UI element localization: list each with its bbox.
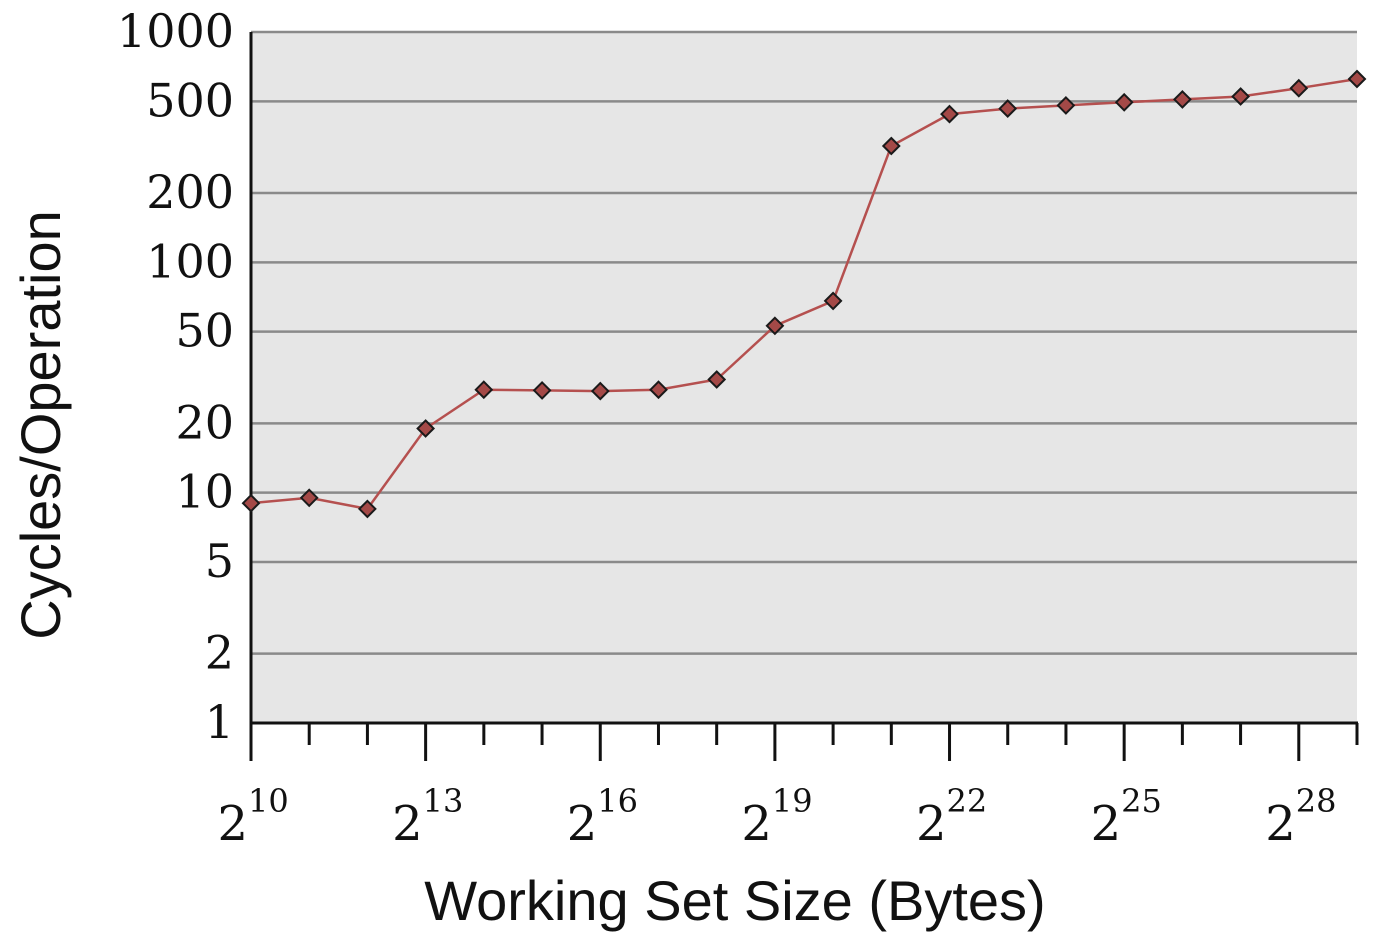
x-tick-exponent: 13 bbox=[423, 782, 464, 820]
data-point-marker bbox=[416, 419, 436, 438]
x-tick-base: 2 bbox=[567, 796, 598, 852]
y-tick-label: 100 bbox=[146, 234, 234, 288]
data-point-marker bbox=[823, 291, 843, 311]
data-point-marker bbox=[1289, 78, 1309, 98]
data-point-marker bbox=[1056, 95, 1076, 115]
data-point-marker bbox=[1114, 92, 1134, 112]
axes bbox=[249, 32, 1358, 725]
x-tick-label: 2 25 bbox=[1091, 782, 1162, 852]
x-tick-label: 2 19 bbox=[741, 782, 812, 852]
x-tick-base: 2 bbox=[916, 796, 947, 852]
x-tick-exponent: 28 bbox=[1296, 782, 1337, 820]
x-tick-exponent: 25 bbox=[1121, 782, 1162, 820]
x-tick-base: 2 bbox=[1091, 796, 1122, 852]
x-tick-base: 2 bbox=[1265, 796, 1296, 852]
data-point-marker bbox=[1231, 87, 1251, 106]
x-tick-exponent: 16 bbox=[597, 782, 638, 820]
data-point-marker bbox=[1347, 69, 1367, 89]
series-layer bbox=[241, 69, 1367, 519]
series-line bbox=[250, 77, 1358, 511]
x-axis-ticks: 2 10 2 13 2 16 2 19 2 22 2 25 2 28 bbox=[217, 723, 1359, 852]
x-tick-base: 2 bbox=[741, 796, 772, 852]
x-tick-label: 2 10 bbox=[217, 782, 288, 852]
y-tick-label: 10 bbox=[175, 465, 234, 519]
data-point-marker bbox=[998, 99, 1018, 119]
data-point-marker bbox=[940, 104, 959, 124]
y-tick-label: 5 bbox=[205, 534, 234, 588]
x-tick-base: 2 bbox=[392, 796, 423, 852]
y-tick-label: 200 bbox=[146, 165, 234, 219]
x-tick-exponent: 10 bbox=[248, 782, 289, 820]
data-point-marker bbox=[881, 136, 901, 156]
data-point-marker bbox=[649, 380, 668, 400]
x-tick-label: 2 16 bbox=[567, 782, 638, 852]
data-point-marker bbox=[765, 316, 785, 336]
data-point-marker bbox=[299, 488, 319, 508]
x-tick-label: 2 28 bbox=[1265, 782, 1336, 852]
x-axis-label: Working Set Size (Bytes) bbox=[424, 869, 1045, 932]
y-axis-ticks: 1 2 5 10 20 50 100 200 500 1000 bbox=[117, 4, 234, 749]
x-tick-base: 2 bbox=[217, 796, 248, 852]
y-tick-label: 20 bbox=[175, 395, 234, 449]
x-tick-exponent: 22 bbox=[947, 782, 988, 820]
data-point-marker bbox=[707, 370, 727, 389]
y-axis-label: Cycles/Operation bbox=[9, 210, 72, 640]
y-tick-label: 1 bbox=[205, 695, 234, 749]
data-point-marker bbox=[474, 380, 494, 400]
plot-area bbox=[251, 32, 1357, 723]
data-point-marker bbox=[357, 499, 377, 519]
data-point-marker bbox=[590, 381, 610, 401]
data-point-marker bbox=[1172, 89, 1192, 109]
y-tick-label: 1000 bbox=[117, 4, 234, 58]
x-tick-label: 2 13 bbox=[392, 782, 463, 852]
x-tick-exponent: 19 bbox=[772, 782, 813, 820]
y-tick-label: 50 bbox=[175, 304, 234, 358]
y-tick-label: 2 bbox=[205, 626, 234, 680]
data-point-marker bbox=[241, 493, 261, 513]
x-tick-label: 2 22 bbox=[916, 782, 987, 852]
data-point-marker bbox=[532, 380, 552, 400]
y-tick-label: 500 bbox=[146, 73, 234, 127]
